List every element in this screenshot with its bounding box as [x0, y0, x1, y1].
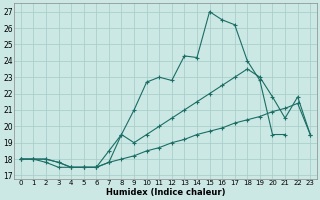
X-axis label: Humidex (Indice chaleur): Humidex (Indice chaleur) [106, 188, 225, 197]
